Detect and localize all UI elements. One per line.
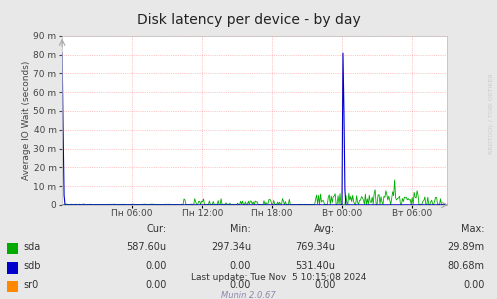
Text: 769.34u: 769.34u [296, 242, 335, 252]
Text: 0.00: 0.00 [463, 280, 485, 290]
Text: RRDTOOL / TOBI OETIKER: RRDTOOL / TOBI OETIKER [488, 73, 493, 154]
Text: 29.89m: 29.89m [447, 242, 485, 252]
Text: Disk latency per device - by day: Disk latency per device - by day [137, 13, 360, 28]
Text: 0.00: 0.00 [230, 261, 251, 271]
Text: sr0: sr0 [23, 280, 39, 290]
Text: Munin 2.0.67: Munin 2.0.67 [221, 291, 276, 299]
Text: Max:: Max: [461, 224, 485, 234]
Text: 531.40u: 531.40u [296, 261, 335, 271]
Text: 0.00: 0.00 [145, 280, 166, 290]
Text: Avg:: Avg: [314, 224, 335, 234]
Text: 0.00: 0.00 [145, 261, 166, 271]
Text: sda: sda [23, 242, 41, 252]
Text: 0.00: 0.00 [230, 280, 251, 290]
Text: sdb: sdb [23, 261, 41, 271]
Text: 80.68m: 80.68m [448, 261, 485, 271]
Text: 587.60u: 587.60u [126, 242, 166, 252]
Text: 0.00: 0.00 [314, 280, 335, 290]
Y-axis label: Average IO Wait (seconds): Average IO Wait (seconds) [22, 61, 31, 180]
Text: Min:: Min: [230, 224, 251, 234]
Text: Last update: Tue Nov  5 10:15:08 2024: Last update: Tue Nov 5 10:15:08 2024 [191, 274, 366, 283]
Text: Cur:: Cur: [147, 224, 166, 234]
Text: 297.34u: 297.34u [211, 242, 251, 252]
